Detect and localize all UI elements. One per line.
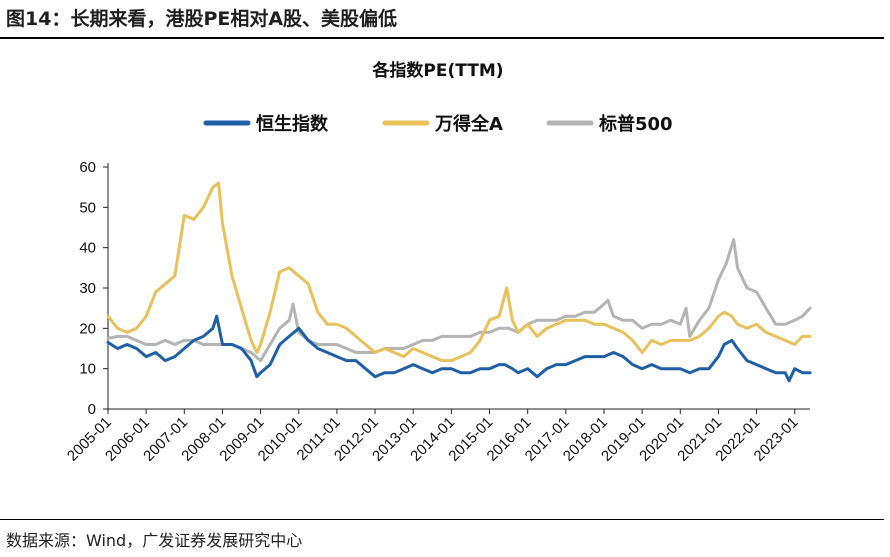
series-line-2 bbox=[106, 238, 812, 363]
y-tick-label: 40 bbox=[79, 240, 96, 257]
chart-axes: 01020304050602005-012006-012007-012008-0… bbox=[64, 159, 810, 465]
chart-legend: 恒生指数 万得全A 标普500 bbox=[203, 113, 673, 135]
source-note: 数据来源：Wind，广发证券发展研究中心 bbox=[6, 531, 303, 550]
legend-label-2: 标普500 bbox=[598, 113, 673, 135]
figure-title: 图14：长期来看，港股PE相对A股、美股偏低 bbox=[6, 8, 398, 30]
pe-line-chart: 各指数PE(TTM) 恒生指数 万得全A 标普500 010203040506020… bbox=[64, 60, 812, 465]
legend-label-1: 万得全A bbox=[434, 113, 503, 135]
y-tick-label: 20 bbox=[79, 320, 96, 337]
chart-series bbox=[106, 181, 812, 383]
legend-label-0: 恒生指数 bbox=[256, 113, 329, 135]
y-tick-label: 60 bbox=[79, 159, 96, 176]
series-line-1 bbox=[106, 181, 812, 363]
chart-title: 各指数PE(TTM) bbox=[371, 60, 503, 81]
source-rule bbox=[0, 519, 884, 520]
series-line-0 bbox=[106, 314, 812, 383]
title-rule bbox=[0, 37, 884, 39]
y-tick-label: 50 bbox=[79, 199, 96, 216]
y-tick-label: 30 bbox=[79, 280, 96, 297]
y-tick-label: 0 bbox=[88, 401, 96, 418]
y-tick-label: 10 bbox=[79, 361, 96, 378]
